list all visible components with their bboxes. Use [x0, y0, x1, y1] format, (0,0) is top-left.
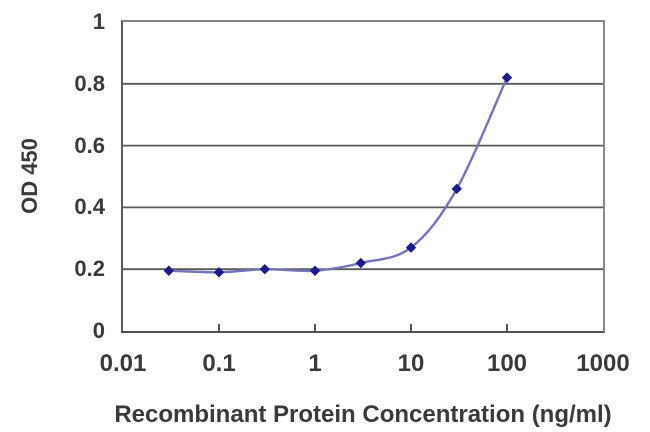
- data-point-marker: [259, 264, 271, 275]
- y-tick-label: 0.4: [74, 194, 105, 220]
- x-tick-label: 1: [308, 350, 322, 377]
- y-tick-label: 0.6: [74, 132, 105, 158]
- data-series-svg: [123, 72, 603, 331]
- plot-area: [121, 20, 605, 333]
- x-tick-label: 0.1: [202, 350, 236, 377]
- data-point-marker: [451, 183, 463, 195]
- y-tick-label: 1: [92, 9, 105, 34]
- series-line: [168, 77, 509, 274]
- data-point-marker: [163, 265, 175, 276]
- data-point-marker: [501, 72, 513, 83]
- data-point-marker: [309, 265, 321, 276]
- data-point-marker: [405, 242, 417, 253]
- x-tick-label: 100: [486, 350, 528, 377]
- data-point-marker: [355, 257, 367, 269]
- x-axis-title: Recombinant Protein Concentration (ng/ml…: [114, 401, 612, 428]
- x-tick-label: 10: [397, 350, 425, 377]
- y-tick-label: 0.2: [74, 256, 105, 282]
- y-tick-label: 0: [92, 318, 105, 343]
- y-tick-label: 0.8: [74, 70, 105, 96]
- data-point-marker: [213, 267, 225, 278]
- x-tick-label: 1000: [576, 350, 630, 377]
- x-tick-label: 0.01: [99, 350, 147, 377]
